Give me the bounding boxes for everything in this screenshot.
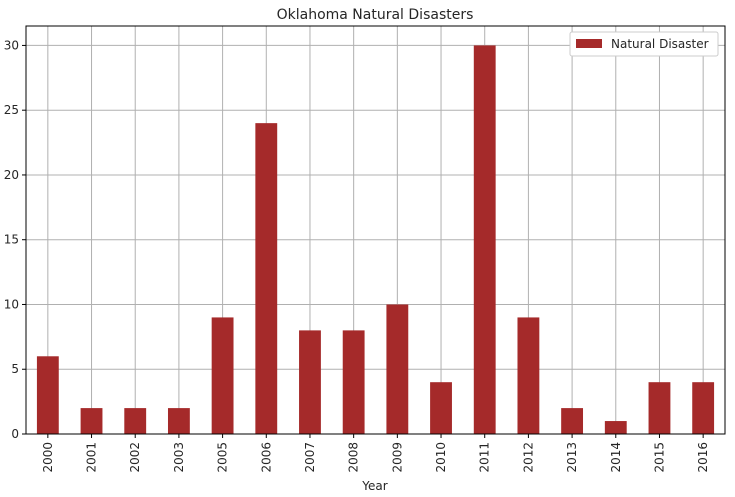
bar-2001	[80, 408, 103, 434]
x-tick-label: 2005	[216, 442, 230, 473]
legend-box	[569, 31, 719, 57]
chart-title: Oklahoma Natural Disasters	[277, 7, 474, 23]
x-tick-label: 2015	[652, 442, 666, 473]
bar-2005	[211, 317, 234, 434]
x-tick-label: 2008	[347, 442, 361, 473]
x-tick-label: 2009	[390, 442, 404, 473]
bar-2003	[167, 408, 190, 434]
y-tick-label: 15	[4, 233, 19, 247]
y-tick-label: 0	[11, 427, 19, 441]
x-tick-label: 2010	[434, 442, 448, 473]
x-tick-label: 2003	[172, 442, 186, 473]
bar-2009	[386, 304, 409, 434]
bar-2012	[517, 317, 540, 434]
x-axis-label: Year	[361, 479, 387, 493]
y-tick-label: 30	[4, 38, 19, 52]
grid-lines	[26, 26, 725, 435]
bar-2008	[342, 330, 365, 434]
x-tick-label: 2013	[565, 442, 579, 473]
x-tick-label: 2006	[259, 442, 273, 473]
legend: Natural Disaster	[569, 31, 719, 57]
y-tick-label: 10	[4, 297, 19, 311]
bar-2007	[299, 330, 321, 434]
bar-2011	[473, 45, 496, 435]
bars	[36, 45, 715, 435]
x-tick-label: 2011	[478, 442, 492, 473]
x-tick-label: 2001	[85, 442, 99, 473]
bar-2013	[561, 408, 584, 434]
legend-label: Natural Disaster	[611, 37, 709, 51]
bar-2015	[648, 382, 671, 434]
x-tick-label: 2002	[128, 442, 142, 473]
x-tick-label: 2012	[521, 442, 535, 473]
y-tick-label: 20	[4, 168, 19, 182]
bar-2014	[604, 421, 627, 434]
x-tick-label: 2000	[41, 442, 55, 473]
legend-swatch	[576, 39, 602, 48]
x-tick-label: 2014	[609, 442, 623, 473]
y-axis-ticks: 0 5 10 15 20 25 30	[4, 38, 26, 441]
plot-frame	[25, 25, 726, 435]
x-axis-ticks: 2000 2001 2002 2003 2005 2006 2007 2008 2009 2010…	[41, 434, 710, 473]
bar-2002	[124, 408, 147, 434]
x-tick-label: 2007	[303, 442, 317, 473]
bar-2000	[36, 356, 59, 434]
x-tick-label: 2016	[696, 442, 710, 473]
bar-2010	[430, 382, 452, 434]
bar-2006	[255, 123, 278, 435]
y-tick-label: 5	[11, 362, 19, 376]
bar-2016	[692, 382, 715, 434]
y-tick-label: 25	[4, 103, 19, 117]
